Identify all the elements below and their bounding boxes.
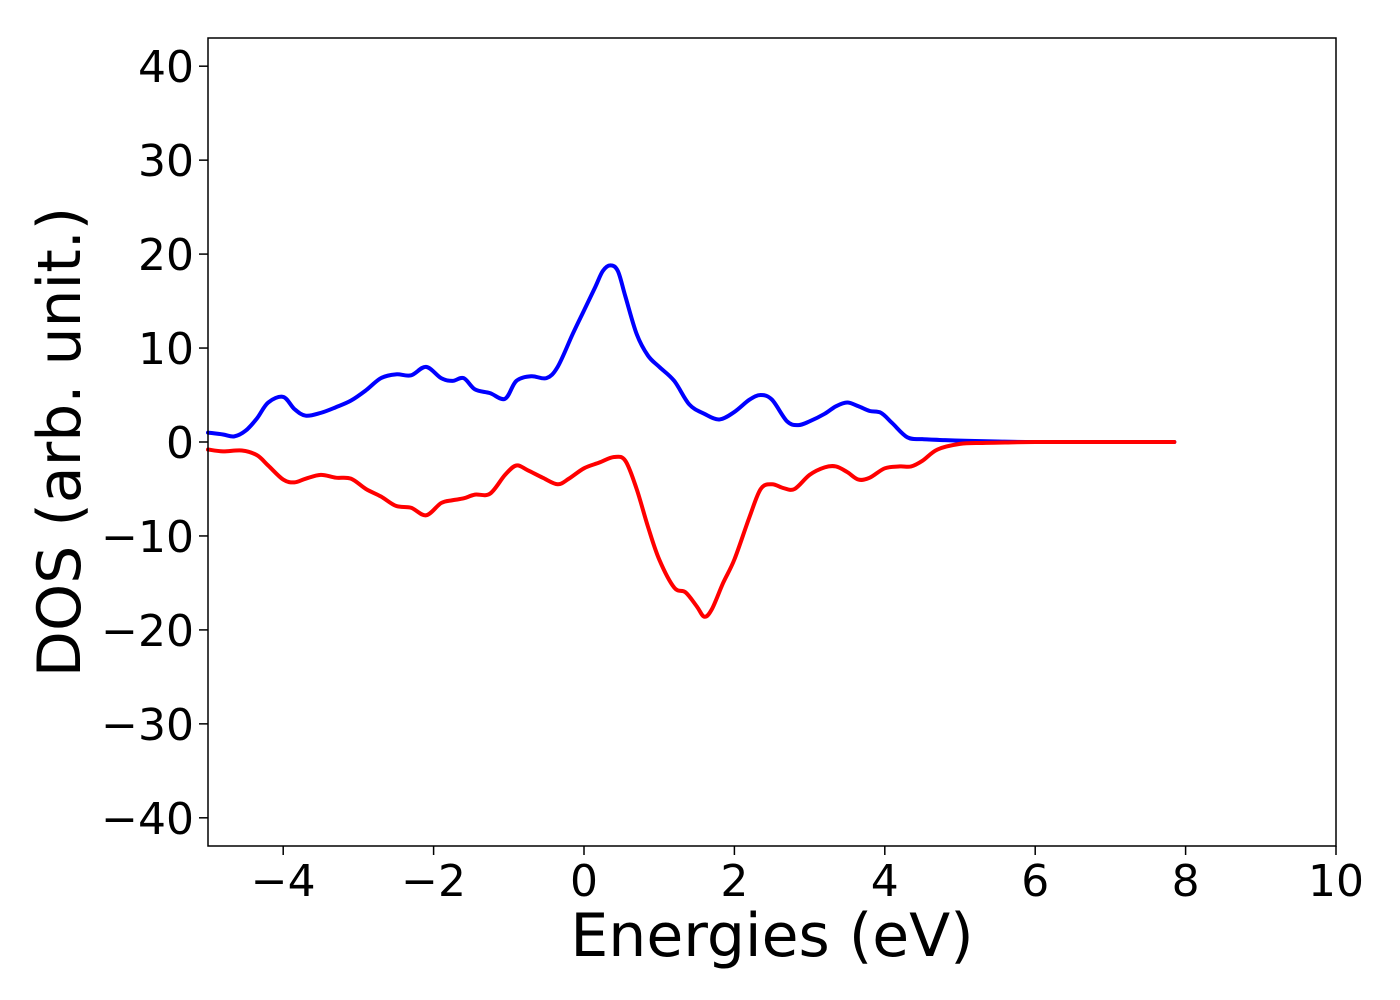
- series-layer: [206, 263, 1177, 619]
- x-axis-title: Energies (eV): [570, 901, 973, 971]
- x-tick-label: 4: [871, 856, 899, 907]
- x-tick-label: 0: [570, 856, 598, 907]
- y-tick-label: 10: [138, 324, 194, 375]
- y-tick-label: −40: [101, 794, 194, 845]
- x-tick-label: −2: [401, 856, 466, 907]
- y-tick-label: 40: [138, 42, 194, 93]
- series-line-spin-down: [206, 439, 1177, 619]
- x-tick-label: 6: [1021, 856, 1049, 907]
- x-tick-label: −4: [251, 856, 316, 907]
- y-tick-label: −30: [101, 700, 194, 751]
- y-tick-label: 30: [138, 136, 194, 187]
- x-tick-label: 2: [720, 856, 748, 907]
- series-line-spin-up: [206, 263, 1177, 445]
- y-axis-ticks: −40 −30 −20 −10 0 10 20 30 40: [101, 42, 208, 845]
- x-axis-ticks: −4 −2 0 2 4 6 8 10: [251, 846, 1364, 907]
- y-tick-label: −10: [101, 512, 194, 563]
- x-tick-label: 10: [1308, 856, 1364, 907]
- y-tick-label: 0: [166, 418, 194, 469]
- y-tick-label: 20: [138, 230, 194, 281]
- y-axis-title: DOS (arb. unit.): [25, 207, 95, 677]
- x-tick-label: 8: [1172, 856, 1200, 907]
- y-tick-label: −20: [101, 606, 194, 657]
